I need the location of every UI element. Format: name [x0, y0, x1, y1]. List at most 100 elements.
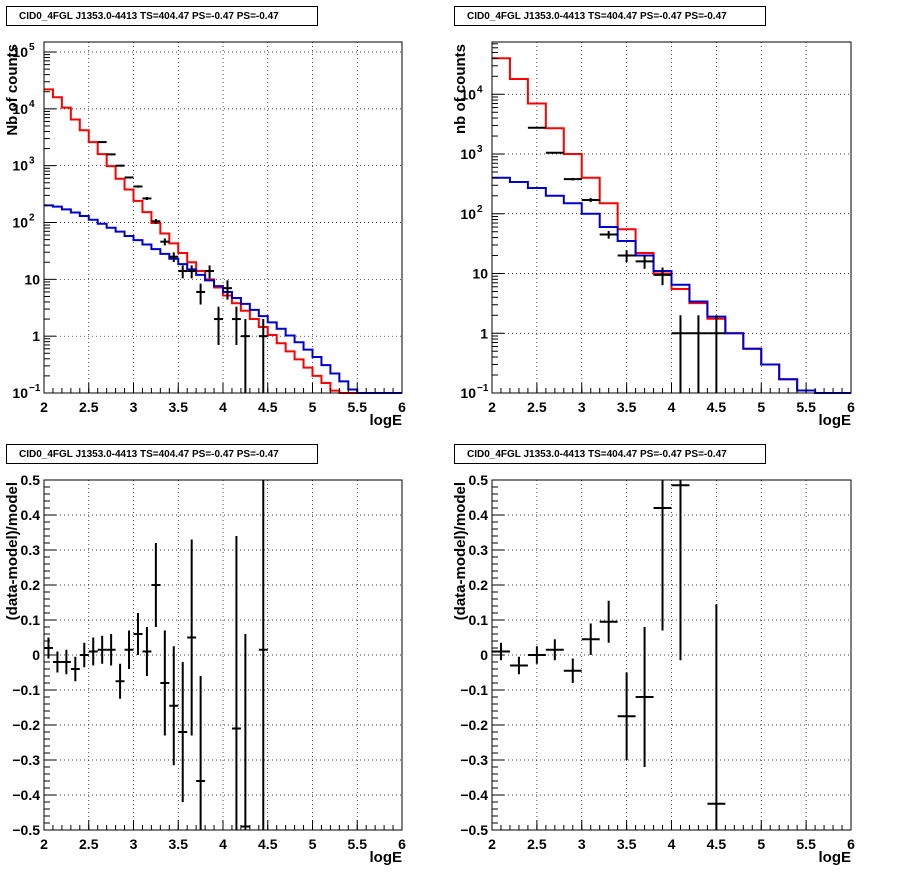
data-point	[151, 219, 161, 224]
y-tick-label: 10	[460, 146, 476, 162]
x-axis-label: logE	[370, 849, 403, 866]
x-tick-label: 4.5	[707, 836, 727, 852]
y-tick-label: 0.1	[469, 612, 489, 628]
data-point	[124, 176, 134, 179]
panel-4: 2 2.5 3 3.5 4 4.5 5 5.5 6 −0.5 −0.4 −0.3 −0.2 −0.1 0 0.…	[452, 472, 855, 866]
y-tick-label: 0.5	[469, 472, 489, 488]
x-tick-label: 2.5	[527, 399, 547, 415]
data-point	[599, 230, 618, 239]
x-tick-label: 3.5	[617, 399, 637, 415]
data-point	[617, 672, 636, 760]
data-point	[671, 480, 690, 661]
data-point	[70, 656, 80, 682]
data-point	[635, 627, 654, 767]
data-point	[97, 141, 107, 144]
x-tick-label: 5	[757, 399, 765, 415]
data-point	[545, 151, 564, 154]
x-tick-label: 5	[309, 836, 317, 852]
y-tick-label: −0.2	[12, 717, 40, 733]
y-tick-exponent: 3	[477, 144, 483, 155]
y-tick-label: 0.2	[469, 577, 489, 593]
grid	[44, 42, 402, 393]
data-point	[599, 600, 618, 643]
y-tick-label: 0.3	[469, 542, 489, 558]
series-model-background	[44, 204, 402, 394]
y-tick-label: 10	[460, 86, 476, 102]
y-tick-label: 0.2	[21, 577, 41, 593]
x-tick-label: 5	[757, 836, 765, 852]
data-point	[106, 634, 116, 666]
data-point	[196, 676, 206, 830]
data-point	[169, 646, 179, 766]
x-tick-label: 3	[130, 399, 138, 415]
y-tick-label: 10	[12, 158, 28, 174]
data-point	[61, 649, 71, 675]
x-tick-label: 4.5	[258, 399, 278, 415]
data-point	[97, 635, 107, 664]
y-axis-label: Nb of counts	[4, 44, 21, 136]
x-tick-label: 6	[847, 399, 855, 415]
grid	[492, 42, 851, 393]
data-point	[106, 153, 116, 156]
x-axis-label: logE	[370, 412, 403, 429]
data-point	[79, 642, 89, 668]
x-tick-label: 4	[219, 836, 227, 852]
data-point	[142, 627, 152, 676]
data-point	[689, 315, 708, 393]
y-axis	[44, 51, 56, 394]
x-tick-label: 4	[668, 399, 676, 415]
y-tick-label: 10	[460, 385, 476, 401]
y-axis-label: (data-model)/model	[4, 482, 21, 620]
x-tick-label: 6	[398, 836, 406, 852]
x-tick-label: 4	[668, 836, 676, 852]
y-tick-label: 0	[480, 647, 488, 663]
y-tick-label: 10	[24, 271, 40, 287]
y-tick-label: 0.3	[21, 542, 41, 558]
y-tick-label: 1	[32, 328, 40, 344]
x-tick-label: 6	[847, 836, 855, 852]
y-tick-label: −0.3	[12, 752, 40, 768]
x-tick-label: 5.5	[348, 836, 368, 852]
x-tick-label: 2	[40, 836, 48, 852]
y-tick-label: 0.1	[21, 612, 41, 628]
x-tick-label: 2	[488, 399, 496, 415]
data-point	[178, 265, 188, 279]
panel-title-4: CID0_4FGL J1353.0-4413 TS=404.47 PS=-0.4…	[454, 444, 766, 464]
data-point	[240, 319, 250, 393]
y-tick-label: −0.4	[460, 787, 488, 803]
y-tick-label: −0.1	[460, 682, 488, 698]
data-point	[133, 613, 143, 655]
y-tick-label: 0	[32, 647, 40, 663]
panel-title-2: CID0_4FGL J1353.0-4413 TS=404.47 PS=-0.4…	[454, 6, 766, 26]
data-point	[563, 177, 582, 181]
data-point	[115, 164, 125, 167]
y-tick-label: 10	[12, 385, 28, 401]
y-tick-label: 0.4	[21, 507, 41, 523]
y-axis	[492, 479, 504, 831]
data-point	[671, 315, 690, 393]
x-tick-label: 3.5	[169, 836, 189, 852]
y-tick-exponent: −1	[477, 383, 489, 394]
data-point	[527, 646, 546, 664]
y-tick-label: −0.5	[12, 822, 40, 838]
y-axis-label: nb of counts	[452, 44, 469, 134]
y-tick-label: −0.1	[12, 682, 40, 698]
data-point	[707, 315, 726, 393]
y-tick-exponent: 4	[477, 84, 483, 95]
x-axis	[491, 383, 852, 393]
x-axis	[43, 820, 403, 830]
data-point	[258, 480, 268, 830]
data-point	[231, 536, 241, 830]
data-point	[88, 637, 98, 666]
data-point	[160, 238, 170, 246]
data-point	[187, 539, 197, 736]
y-axis-label: (data-model)/model	[452, 482, 469, 620]
data-point	[581, 623, 600, 655]
data-point	[223, 280, 232, 300]
y-tick-exponent: 2	[477, 204, 483, 215]
x-axis-label: logE	[819, 412, 852, 429]
x-tick-label: 2.5	[79, 399, 99, 415]
data-point	[169, 252, 179, 262]
